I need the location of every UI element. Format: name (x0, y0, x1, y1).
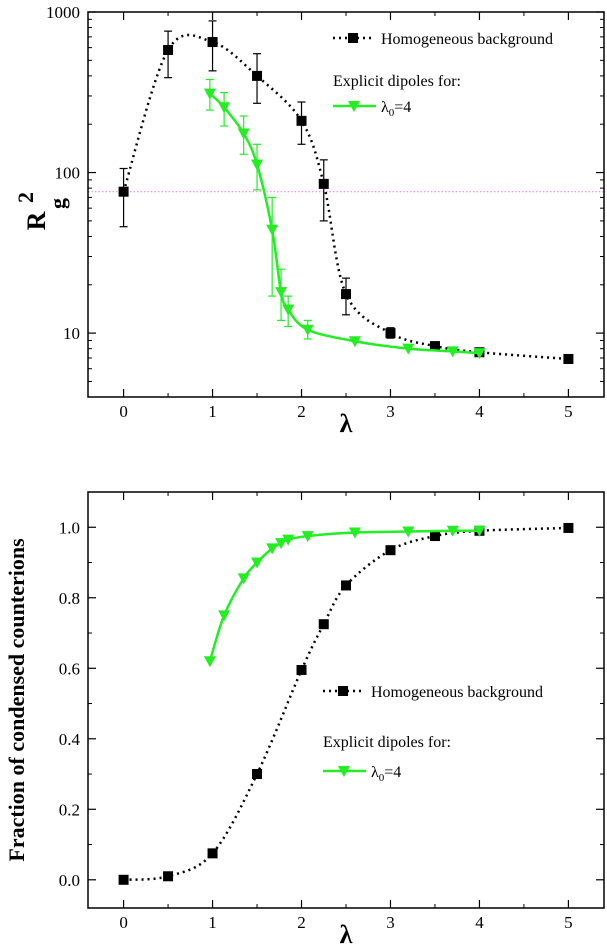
top-data-point-homogeneous (207, 37, 218, 48)
top-data-point-dipoles (473, 348, 486, 360)
bottom-x-tick-label: 4 (475, 913, 484, 932)
bottom-y-tick-label: 0.8 (59, 589, 80, 608)
bottom-x-axis-title: λ (340, 920, 353, 949)
top-y-axis-title: R g 2 (13, 192, 70, 230)
bottom-data-point-homogeneous (563, 522, 574, 533)
top-data-point-dipoles (218, 102, 231, 114)
bottom-x-tick-label: 5 (564, 913, 573, 932)
top-data-point-homogeneous (429, 341, 440, 352)
bottom-data-point-dipoles (282, 534, 295, 546)
top-data-point-dipoles (203, 88, 216, 100)
top-data-point-homogeneous (118, 186, 129, 197)
bottom-legend-marker-homogeneous (338, 686, 348, 696)
top-data-point-dipoles (282, 304, 295, 316)
bottom-legend-heading-dipoles: Explicit dipoles for: (323, 734, 451, 751)
bottom-legend-marker-dipoles (338, 766, 350, 777)
top-data-point-dipoles (402, 343, 415, 355)
bottom-y-tick-label: 0.0 (59, 871, 80, 890)
top-data-point-dipoles (446, 346, 459, 358)
bottom-series-line-dipoles (208, 529, 480, 662)
top-x-axis-title: λ (340, 409, 353, 438)
top-x-tick-label: 5 (564, 402, 573, 421)
top-data-point-homogeneous (163, 44, 174, 55)
top-y-tick-label: 100 (55, 164, 81, 183)
bottom-data-point-homogeneous (385, 545, 396, 556)
bottom-y-axis-title: Fraction of condensed counterions (4, 538, 29, 862)
top-axes-group: 0 1 2 3 4 5 10 100 1000 (46, 3, 604, 421)
bottom-data-point-homogeneous (118, 874, 129, 885)
top-series-line-homogeneous (122, 33, 569, 361)
top-data-point-dipoles (275, 287, 288, 299)
top-y-tick-label: 1000 (46, 3, 80, 22)
bottom-chart: 0 1 2 3 4 5 0.0 0.2 0.4 0.6 0.8 1.0 Fraction of con… (4, 491, 605, 949)
top-data-point-homogeneous (341, 289, 351, 300)
top-legend-marker-dipoles (348, 101, 360, 112)
bottom-data-point-dipoles (402, 526, 415, 538)
top-legend-heading-dipoles: Explicit dipoles for: (333, 73, 461, 90)
bottom-data-point-dipoles (218, 610, 231, 622)
bottom-data-point-dipoles (266, 543, 279, 555)
bottom-data-point-homogeneous (429, 531, 440, 542)
bottom-data-point-homogeneous (318, 619, 329, 630)
top-legend-label-dipoles: λ0=4 (381, 99, 411, 119)
bottom-data-point-dipoles (275, 538, 288, 550)
top-data-point-dipoles (237, 128, 250, 140)
top-data-point-homogeneous (563, 353, 574, 364)
top-x-tick-label: 0 (119, 402, 128, 421)
top-data-point-homogeneous (318, 178, 329, 189)
bottom-y-tick-label: 0.6 (59, 659, 80, 678)
bottom-data-point-homogeneous (296, 665, 307, 676)
top-data-point-homogeneous (296, 115, 307, 126)
bottom-y-tick-label: 0.4 (59, 730, 81, 749)
top-legend: Homogeneous background Explicit dipoles … (333, 31, 553, 119)
bottom-y-tick-label: 1.0 (59, 518, 80, 537)
top-legend-label-homogeneous: Homogeneous background (381, 31, 553, 48)
bottom-x-tick-label: 2 (297, 913, 306, 932)
top-series-group (118, 20, 574, 364)
bottom-data-point-homogeneous (207, 848, 218, 859)
bottom-data-point-dipoles (251, 557, 264, 569)
bottom-data-point-homogeneous (252, 769, 263, 780)
top-legend-marker-homogeneous (348, 33, 358, 43)
top-plot-frame (87, 11, 605, 398)
top-x-tick-label: 2 (297, 402, 306, 421)
top-data-point-dipoles (301, 324, 314, 336)
top-data-point-homogeneous (252, 70, 263, 81)
bottom-x-tick-label: 1 (208, 913, 217, 932)
top-chart: 0 1 2 3 4 5 10 100 1000 R g 2 λ Homogeneous back… (13, 3, 605, 438)
bottom-data-point-dipoles (473, 525, 486, 537)
bottom-data-point-homogeneous (341, 580, 351, 591)
bottom-y-tick-label: 0.2 (59, 800, 80, 819)
top-x-tick-label: 4 (475, 402, 484, 421)
bottom-plot-frame (87, 491, 605, 909)
top-data-point-homogeneous (385, 328, 396, 339)
top-x-tick-label: 1 (208, 402, 217, 421)
top-y-axis-title-main: R (22, 211, 51, 230)
bottom-axes-group: 0 1 2 3 4 5 0.0 0.2 0.4 0.6 0.8 1.0 (59, 491, 604, 932)
top-data-point-dipoles (251, 159, 264, 171)
bottom-data-point-dipoles (348, 527, 361, 539)
top-x-tick-label: 3 (386, 402, 395, 421)
bottom-legend: Homogeneous background Explicit dipoles … (323, 684, 543, 784)
bottom-series-group (118, 522, 574, 885)
bottom-legend-label-dipoles: λ0=4 (371, 764, 401, 784)
bottom-data-point-dipoles (301, 531, 314, 543)
bottom-legend-label-homogeneous: Homogeneous background (371, 684, 543, 701)
bottom-data-point-dipoles (446, 525, 459, 537)
top-y-tick-label: 10 (63, 324, 80, 343)
bottom-x-tick-label: 0 (119, 913, 128, 932)
bottom-x-tick-label: 3 (386, 913, 395, 932)
bottom-data-point-dipoles (203, 656, 216, 668)
bottom-data-point-dipoles (237, 573, 250, 585)
top-data-point-dipoles (348, 336, 361, 348)
top-data-point-dipoles (266, 224, 279, 236)
top-y-axis-title-sup: 2 (13, 192, 38, 203)
bottom-data-point-homogeneous (163, 871, 174, 882)
top-y-axis-title-sub: g (45, 198, 70, 209)
